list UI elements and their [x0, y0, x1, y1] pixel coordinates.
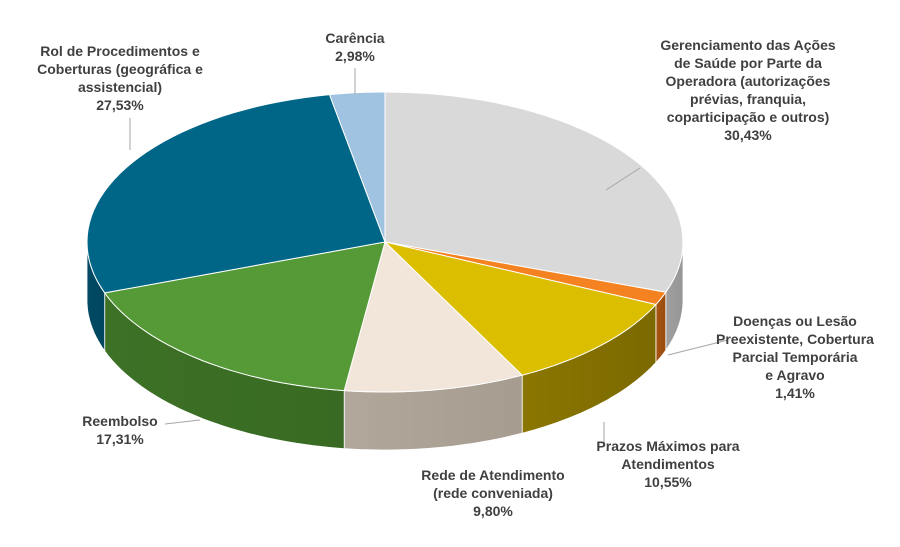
label-value: 27,53%	[96, 97, 144, 113]
label-value: 1,41%	[775, 385, 815, 401]
label-line: (rede conveniada)	[433, 485, 553, 501]
label-line: Atendimentos	[621, 456, 715, 472]
label-line: Parcial Temporária	[732, 349, 858, 365]
leader-line-1	[667, 339, 729, 356]
label-value: 30,43%	[724, 127, 772, 143]
slice-0	[384, 91, 684, 293]
label-line: Operadora (autorizações	[665, 73, 831, 89]
slice-6	[328, 91, 386, 243]
label-line: Prazos Máximos para	[596, 438, 740, 454]
slice-4	[103, 241, 386, 392]
leader-line-4	[164, 419, 201, 425]
label-value: 9,80%	[473, 503, 513, 519]
label-line: assistencial)	[77, 79, 163, 95]
label-line: coparticipação e outros)	[666, 109, 830, 125]
label-line: Carência	[325, 30, 385, 46]
data-label-6: Carência 2,98%	[325, 29, 384, 65]
label-line: Reembolso	[82, 413, 158, 429]
slice-5	[86, 94, 386, 294]
label-line: prévias, franquia,	[690, 91, 806, 107]
data-label-2: Prazos Máximos para Atendimentos 10,55%	[596, 437, 739, 491]
label-line: Doenças ou Lesão	[733, 313, 857, 329]
leader-line-0	[605, 167, 641, 191]
label-line: Preexistente, Cobertura	[716, 331, 874, 347]
label-line: Rol de Procedimentos e	[40, 43, 200, 59]
label-value: 10,55%	[644, 474, 692, 490]
data-label-3: Rede de Atendimento (rede conveniada) 9,80…	[421, 466, 564, 520]
data-label-1: Doenças ou Lesão Preexistente, Cobertura P…	[716, 312, 874, 402]
label-line: de Saúde por Parte da	[674, 55, 822, 71]
label-line: Coberturas (geográfica e	[37, 61, 203, 77]
slice-1	[384, 241, 667, 306]
label-line: Rede de Atendimento	[421, 467, 565, 483]
label-line: Gerenciamento das Ações	[660, 37, 836, 53]
label-value: 17,31%	[96, 431, 144, 447]
slice-3	[343, 241, 524, 393]
label-line: e Agravo	[765, 367, 825, 383]
data-label-5: Rol de Procedimentos e Coberturas (geográ…	[37, 42, 203, 114]
label-value: 2,98%	[335, 48, 375, 64]
slice-2	[383, 241, 657, 376]
data-label-4: Reembolso 17,31%	[82, 412, 157, 448]
data-label-0: Gerenciamento das Ações de Saúde por Part…	[660, 36, 835, 144]
